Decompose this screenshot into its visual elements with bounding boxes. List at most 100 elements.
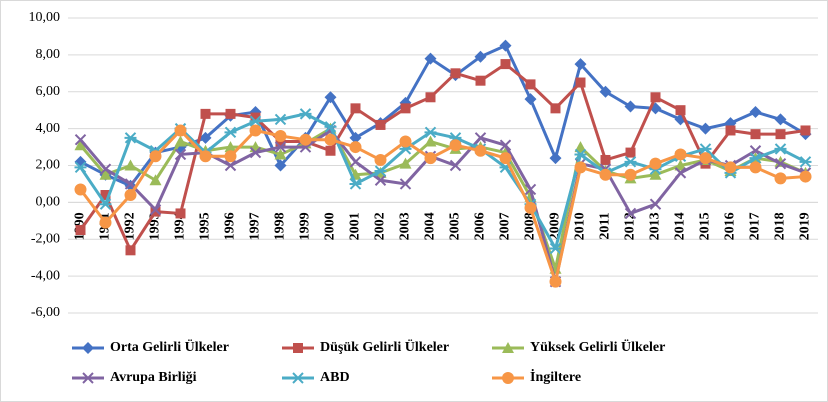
series-line — [79, 62, 806, 252]
marker — [800, 125, 811, 136]
marker — [399, 135, 412, 148]
marker — [500, 59, 511, 70]
marker — [249, 124, 262, 137]
marker — [350, 103, 361, 114]
marker — [249, 115, 262, 127]
marker — [475, 75, 486, 86]
marker — [575, 77, 586, 88]
marker — [524, 183, 537, 196]
marker — [224, 150, 237, 163]
marker — [150, 206, 161, 217]
x-tick-label: 2010 — [573, 212, 588, 240]
marker — [550, 103, 561, 114]
marker — [524, 201, 537, 214]
marker — [274, 130, 287, 142]
marker — [124, 132, 137, 144]
y-tick-label: 8,00 — [36, 47, 61, 62]
marker — [649, 157, 662, 170]
marker — [149, 174, 162, 186]
marker — [99, 168, 112, 180]
x-tick-label: 1999 — [298, 212, 313, 240]
marker — [250, 112, 261, 123]
marker — [75, 225, 86, 236]
marker — [499, 139, 512, 151]
marker — [574, 141, 587, 153]
marker — [549, 242, 562, 255]
x-tick-label: 2015 — [698, 212, 713, 240]
marker — [374, 174, 387, 186]
marker — [424, 126, 437, 139]
marker — [424, 152, 437, 165]
marker — [324, 91, 337, 104]
legend-label: Avrupa Birliği — [110, 370, 197, 385]
marker — [349, 131, 362, 144]
x-tick-label: 2002 — [373, 212, 388, 240]
marker — [749, 161, 762, 174]
marker — [125, 245, 136, 256]
marker — [149, 204, 162, 216]
marker — [449, 139, 462, 152]
marker — [749, 106, 762, 119]
marker — [525, 79, 536, 90]
marker — [74, 183, 87, 196]
marker — [674, 148, 687, 161]
x-tick-label: 2013 — [648, 212, 663, 240]
x-tick-label: 2011 — [598, 212, 613, 239]
marker — [149, 150, 162, 163]
marker — [775, 129, 786, 140]
marker — [774, 113, 787, 126]
y-tick-label: -6,00 — [31, 305, 60, 320]
marker — [799, 170, 812, 183]
marker — [174, 135, 187, 147]
marker — [502, 342, 514, 353]
x-tick-label: 2007 — [498, 212, 513, 240]
legend-label: Düşük Gelirli Ülkeler — [320, 338, 449, 355]
marker — [499, 152, 512, 165]
marker — [474, 50, 487, 63]
marker — [274, 141, 287, 153]
marker — [324, 133, 337, 146]
marker — [524, 93, 537, 106]
marker — [675, 105, 686, 116]
x-tick-label: 1998 — [273, 212, 288, 240]
marker — [699, 152, 712, 165]
marker — [82, 372, 94, 384]
marker — [450, 68, 461, 79]
marker — [274, 113, 287, 126]
marker — [750, 129, 761, 140]
marker — [699, 143, 712, 155]
marker — [474, 132, 487, 144]
marker — [399, 157, 412, 169]
marker — [374, 165, 387, 177]
x-tick-label: 2016 — [723, 212, 738, 240]
marker — [399, 178, 412, 190]
x-tick-label: 2006 — [473, 212, 488, 240]
marker — [400, 103, 411, 114]
marker — [774, 157, 787, 170]
legend-label: Orta Gelirli Ülkeler — [110, 338, 229, 355]
y-tick-label: 0,00 — [36, 195, 61, 210]
marker — [624, 168, 637, 181]
marker — [175, 208, 186, 219]
legend-label: İngiltere — [530, 368, 581, 385]
marker — [375, 119, 386, 130]
x-tick-label: 1992 — [123, 212, 138, 240]
marker — [649, 198, 662, 210]
marker — [674, 167, 687, 179]
marker — [624, 100, 637, 113]
marker — [774, 143, 787, 155]
marker — [624, 207, 637, 220]
marker — [324, 121, 337, 133]
marker — [699, 122, 712, 135]
marker — [249, 146, 262, 159]
marker — [124, 189, 137, 201]
marker — [99, 163, 112, 175]
marker — [200, 108, 211, 119]
y-tick-label: 4,00 — [36, 121, 61, 136]
marker — [293, 343, 303, 353]
marker — [100, 190, 111, 200]
x-tick-label: 2005 — [448, 212, 463, 240]
marker — [124, 159, 137, 171]
marker — [725, 125, 736, 136]
x-tick-label: 2003 — [398, 212, 413, 240]
